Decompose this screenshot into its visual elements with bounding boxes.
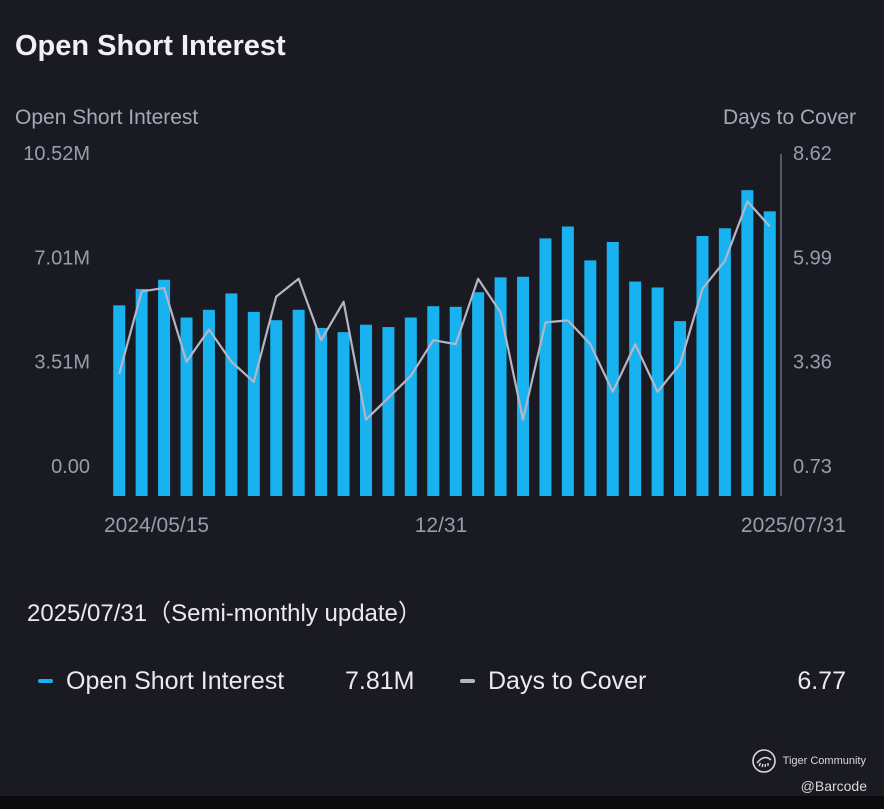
bar: [427, 306, 440, 496]
bar: [202, 309, 215, 496]
legend-label-open-short-interest: Open Short Interest: [66, 666, 285, 695]
legend-value-days-to-cover-row: 6.77: [797, 664, 846, 698]
short-interest-chart[interactable]: 10.52M 7.01M 3.51M 0.00 8.62 5.99 3.36 0.73 2024…: [0, 140, 884, 540]
x-tick-label: 2025/07/31: [741, 514, 846, 537]
bar: [404, 317, 417, 496]
update-note: （Semi-monthly update）: [147, 600, 422, 627]
bar: [225, 293, 238, 496]
open-short-interest-swatch: [38, 679, 53, 683]
left-tick-label: 7.01M: [34, 247, 90, 269]
legend-item-open-short-interest: Open Short Interest: [38, 664, 284, 698]
x-tick-label: 2024/05/15: [104, 514, 209, 537]
left-tick-label: 3.51M: [34, 352, 90, 374]
bottom-strip: [0, 796, 884, 809]
bar: [337, 332, 350, 496]
bar: [718, 228, 731, 496]
right-tick-label: 3.36: [793, 352, 832, 374]
bar: [763, 211, 776, 496]
left-tick-label: 10.52M: [23, 143, 90, 165]
bar: [135, 288, 148, 496]
bar: [158, 279, 171, 496]
bar: [247, 311, 260, 496]
x-tick-label: 12/31: [415, 514, 468, 537]
selected-date-line: 2025/07/31（Semi-monthly update）: [27, 593, 422, 628]
bar: [315, 327, 328, 496]
days-to-cover-line: [118, 200, 771, 421]
bar: [292, 309, 305, 496]
bar: [494, 277, 507, 496]
bar: [561, 226, 574, 496]
selected-date: 2025/07/31: [27, 600, 148, 627]
left-tick-label: 0.00: [51, 456, 90, 478]
bar: [113, 305, 126, 496]
bar: [359, 324, 372, 496]
legend-value-days-to-cover: 6.77: [797, 666, 846, 695]
right-tick-label: 8.62: [793, 143, 832, 165]
right-tick-label: 5.99: [793, 247, 832, 269]
days-to-cover-swatch: [460, 679, 475, 683]
bar: [539, 238, 552, 496]
page-title: Open Short Interest: [15, 30, 286, 62]
bar: [674, 321, 687, 496]
legend-item-days-to-cover: Days to Cover: [460, 664, 646, 698]
tiger-logo-icon: [751, 749, 776, 773]
bar: [382, 327, 395, 496]
legend-value-open-short-interest: 7.81M: [345, 666, 415, 695]
right-axis-title: Days to Cover: [722, 106, 856, 129]
bar: [270, 320, 283, 496]
bar: [449, 306, 462, 496]
watermark: Tiger Community: [751, 748, 866, 774]
right-tick-label: 0.73: [793, 456, 832, 478]
left-axis-title: Open Short Interest: [15, 106, 199, 129]
bar: [180, 317, 193, 496]
bar: [606, 241, 619, 496]
watermark-handle: @Barcode: [800, 778, 867, 794]
bar: [517, 276, 530, 496]
bar: [629, 281, 642, 496]
legend-value-open-short-interest-row: 7.81M: [345, 664, 414, 698]
bar: [696, 236, 709, 496]
watermark-brand: Tiger Community: [782, 755, 866, 767]
bar: [584, 260, 597, 496]
legend-label-days-to-cover: Days to Cover: [488, 666, 647, 695]
bar: [472, 292, 485, 496]
bar: [741, 190, 754, 496]
